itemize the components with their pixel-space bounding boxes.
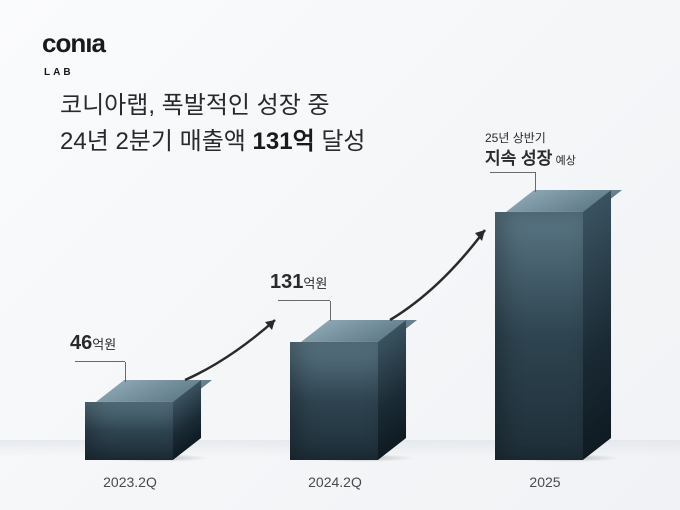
callout-line-2 bbox=[490, 172, 535, 173]
callout-line-1 bbox=[278, 300, 330, 301]
x-label-2: 2025 bbox=[485, 474, 605, 490]
callout-line-0 bbox=[75, 361, 125, 362]
logo-main: conıa bbox=[42, 28, 105, 58]
growth-arrow-2 bbox=[385, 215, 500, 335]
callout-tick-0 bbox=[125, 362, 126, 382]
bar-2-forecast: 25년 상반기 지속 성장 예상 bbox=[485, 130, 576, 171]
callout-tick-1 bbox=[330, 301, 331, 321]
bar-1-value: 131억원 bbox=[270, 271, 327, 294]
x-label-1: 2024.2Q bbox=[275, 474, 395, 490]
callout-tick-2 bbox=[535, 172, 536, 192]
x-label-0: 2023.2Q bbox=[70, 474, 190, 490]
brand-logo: conıa LAB bbox=[42, 32, 105, 79]
revenue-bar-chart: 46억원 131억원 25년 상반기 지속 성장 예상 bbox=[0, 150, 680, 510]
headline-line1: 코니아랩, 폭발적인 성장 중 bbox=[60, 88, 365, 124]
bar-0-value: 46억원 bbox=[70, 332, 116, 355]
logo-sub: LAB bbox=[44, 67, 74, 78]
